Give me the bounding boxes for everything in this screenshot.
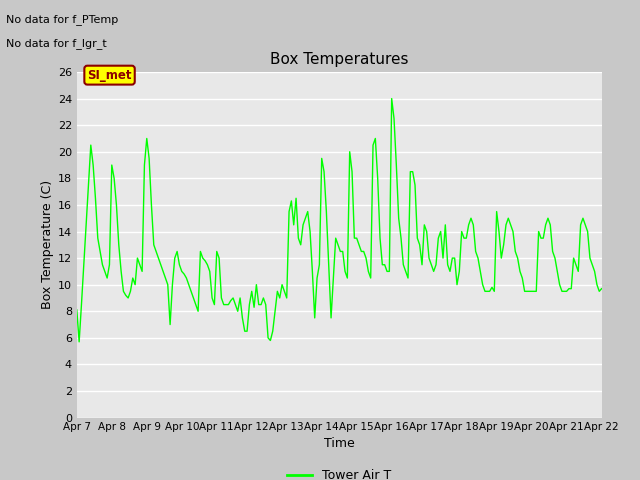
Title: Box Temperatures: Box Temperatures bbox=[270, 52, 408, 67]
Text: No data for f_PTemp: No data for f_PTemp bbox=[6, 14, 118, 25]
Text: SI_met: SI_met bbox=[87, 69, 132, 82]
Text: No data for f_lgr_t: No data for f_lgr_t bbox=[6, 38, 107, 49]
X-axis label: Time: Time bbox=[324, 437, 355, 450]
Y-axis label: Box Temperature (C): Box Temperature (C) bbox=[40, 180, 54, 310]
Legend: Tower Air T: Tower Air T bbox=[282, 464, 396, 480]
